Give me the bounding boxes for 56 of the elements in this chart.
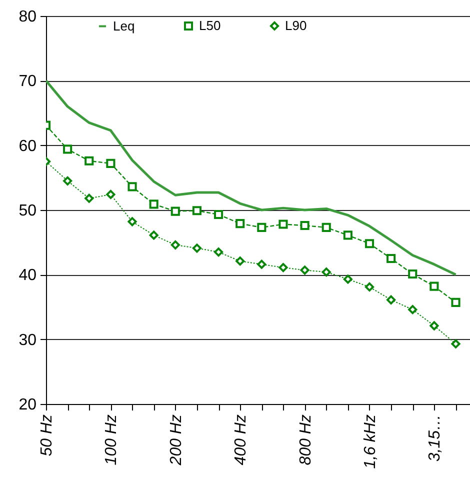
y-tick-label: 60 (18, 138, 37, 155)
y-tick-label: 50 (18, 202, 37, 220)
point (170, 240, 180, 250)
point (257, 222, 266, 232)
point (236, 219, 245, 228)
point (451, 298, 460, 308)
point (106, 190, 116, 200)
point (128, 182, 137, 192)
point (343, 274, 352, 284)
line-series (46, 79, 458, 276)
legend-label: L90 (285, 18, 307, 33)
point (364, 239, 374, 248)
x-tick-label: 400 Hz (232, 414, 250, 466)
y-tick-label: 20 (18, 396, 37, 414)
point (192, 244, 202, 253)
legend-label: L50 (199, 18, 221, 33)
x-tick-label: 800 Hz (297, 414, 314, 466)
x-tick-label: 100 Hz (103, 414, 120, 466)
point (386, 295, 396, 304)
x-tick-label: 200 Hz (168, 414, 185, 466)
point (322, 268, 331, 277)
point (192, 206, 202, 216)
point (149, 200, 158, 209)
point (214, 210, 224, 220)
point (430, 282, 439, 291)
x-tick-label: 50 Hz (38, 414, 56, 456)
point (84, 194, 94, 203)
point (300, 220, 310, 230)
point (451, 339, 460, 348)
y-tick-label: 30 (18, 332, 37, 349)
point (106, 158, 116, 168)
point (84, 156, 94, 166)
x-tick-label: 1,6 kHz (362, 414, 379, 469)
y-tick-label: 40 (18, 267, 37, 284)
point (322, 222, 331, 232)
point (257, 260, 266, 269)
point (430, 321, 439, 330)
point (149, 230, 158, 240)
point (364, 282, 374, 292)
x-tick-label: 3,15… (426, 414, 444, 462)
point (278, 263, 288, 272)
point (63, 176, 72, 186)
point (214, 247, 224, 257)
y-tick-label: 70 (18, 73, 37, 90)
point (386, 254, 396, 264)
point (63, 144, 72, 154)
y-tick-label: 80 (18, 8, 37, 26)
point (343, 230, 352, 240)
point (278, 220, 288, 229)
point (170, 206, 180, 216)
legend-label: Leq (113, 18, 135, 34)
point (236, 256, 245, 266)
point (128, 217, 137, 226)
point (300, 266, 310, 275)
point (408, 269, 418, 279)
point (408, 305, 418, 314)
